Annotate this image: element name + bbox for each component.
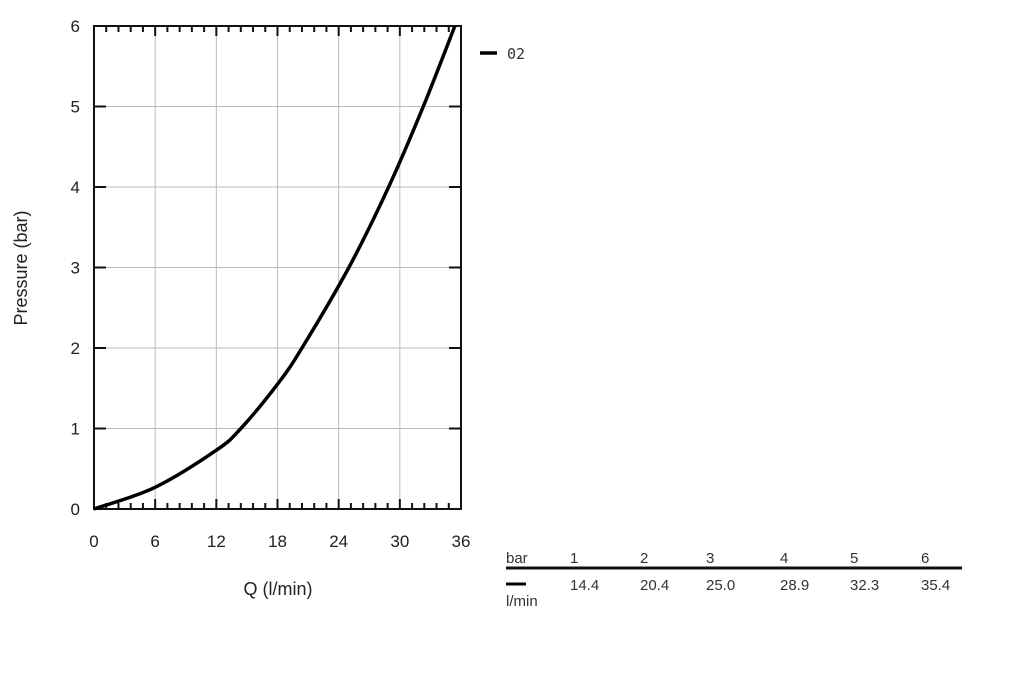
table-header-label: bar bbox=[506, 550, 528, 567]
table-flow-cell: 20.4 bbox=[640, 577, 669, 594]
y-axis-label: Pressure (bar) bbox=[11, 210, 31, 325]
table-flow-cell: 35.4 bbox=[921, 577, 950, 594]
x-tick-labels: 0 6 12 18 24 30 36 bbox=[89, 532, 470, 551]
y-tick-label: 2 bbox=[71, 339, 80, 358]
table-pressure-cell: 3 bbox=[706, 550, 714, 567]
table-pressure-cell: 6 bbox=[921, 550, 929, 567]
table-pressure-cell: 1 bbox=[570, 550, 578, 567]
table-flow-cell: 14.4 bbox=[570, 577, 599, 594]
y-tick-labels: 0 1 2 3 4 5 6 bbox=[71, 17, 80, 519]
series-line-02 bbox=[93, 25, 457, 511]
plot-frame bbox=[93, 25, 462, 510]
x-tick-label: 30 bbox=[390, 532, 409, 551]
y-tick-label: 4 bbox=[71, 178, 80, 197]
y-tick-label: 6 bbox=[71, 17, 80, 36]
x-tick-label: 24 bbox=[329, 532, 348, 551]
x-tick-label: 18 bbox=[268, 532, 287, 551]
table-pressure-cell: 5 bbox=[850, 550, 858, 567]
y-tick-label: 3 bbox=[71, 259, 80, 278]
table-flow-cell: 32.3 bbox=[850, 577, 879, 594]
table-flow-cell: 28.9 bbox=[780, 577, 809, 594]
table-pressure-cell: 4 bbox=[780, 550, 788, 567]
x-axis-label: Q (l/min) bbox=[244, 579, 313, 599]
table-row-label: l/min bbox=[506, 593, 538, 610]
flow-table: bar l/min 1 14.4 2 20.4 3 25.0 4 28.9 5 32.3 6 35.4 bbox=[506, 550, 962, 610]
grid bbox=[93, 25, 462, 510]
y-tick-label: 1 bbox=[71, 420, 80, 439]
table-pressure-cell: 2 bbox=[640, 550, 648, 567]
legend-label: 02 bbox=[507, 45, 525, 63]
y-tick-label: 0 bbox=[71, 500, 80, 519]
x-tick-label: 12 bbox=[207, 532, 226, 551]
y-tick-label: 5 bbox=[71, 98, 80, 117]
x-tick-label: 36 bbox=[452, 532, 471, 551]
x-tick-label: 6 bbox=[150, 532, 159, 551]
table-flow-cell: 25.0 bbox=[706, 577, 735, 594]
x-tick-label: 0 bbox=[89, 532, 98, 551]
